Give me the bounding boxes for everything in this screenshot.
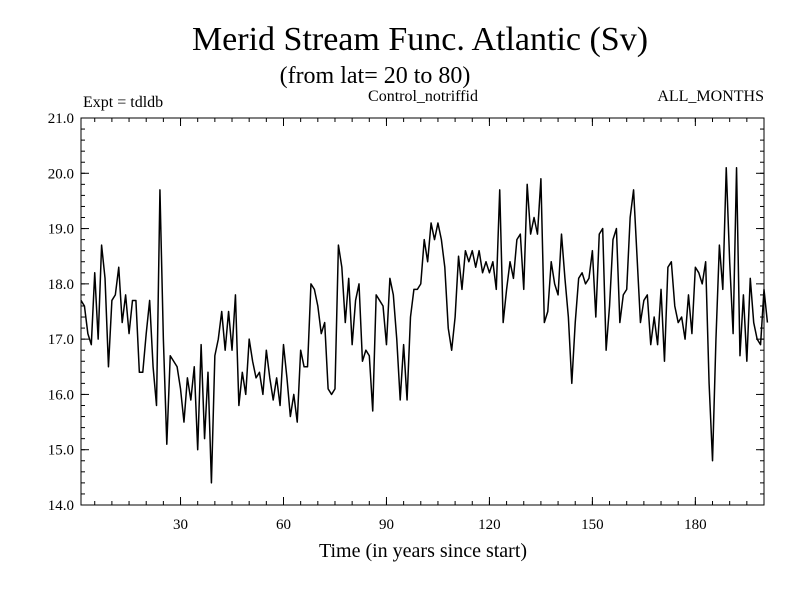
y-tick-label: 19.0	[48, 222, 74, 238]
months-label: ALL_MONTHS	[657, 88, 764, 105]
y-tick-label: 20.0	[48, 166, 74, 182]
x-tick-label: 90	[379, 517, 394, 533]
y-tick-label: 21.0	[48, 111, 74, 127]
x-tick-label: 150	[581, 517, 604, 533]
run-label: Control_notriffid	[368, 88, 478, 105]
x-tick-label: 30	[173, 517, 188, 533]
x-tick-label: 120	[478, 517, 501, 533]
x-axis: 30 60 90 120 150 180	[94, 118, 765, 533]
y-tick-label: 16.0	[48, 387, 74, 403]
y-axis: 14.0 15.0 16.0 17.0 18.0 19.0 20.0 21.0	[48, 111, 764, 514]
series-layer	[80, 167, 769, 484]
experiment-label: Expt = tdldb	[83, 94, 163, 111]
y-tick-label: 15.0	[48, 443, 74, 459]
chart-subtitle: (from lat= 20 to 80)	[280, 63, 471, 89]
y-tick-label: 18.0	[48, 277, 74, 293]
y-tick-label: 14.0	[48, 498, 74, 514]
chart-title: Merid Stream Func. Atlantic (Sv)	[192, 21, 648, 58]
x-tick-label: 60	[276, 517, 291, 533]
series-line	[80, 167, 769, 484]
x-tick-label: 180	[684, 517, 707, 533]
plot-frame	[80, 117, 765, 506]
x-axis-label: Time (in years since start)	[319, 540, 527, 562]
y-tick-label: 17.0	[48, 332, 74, 348]
